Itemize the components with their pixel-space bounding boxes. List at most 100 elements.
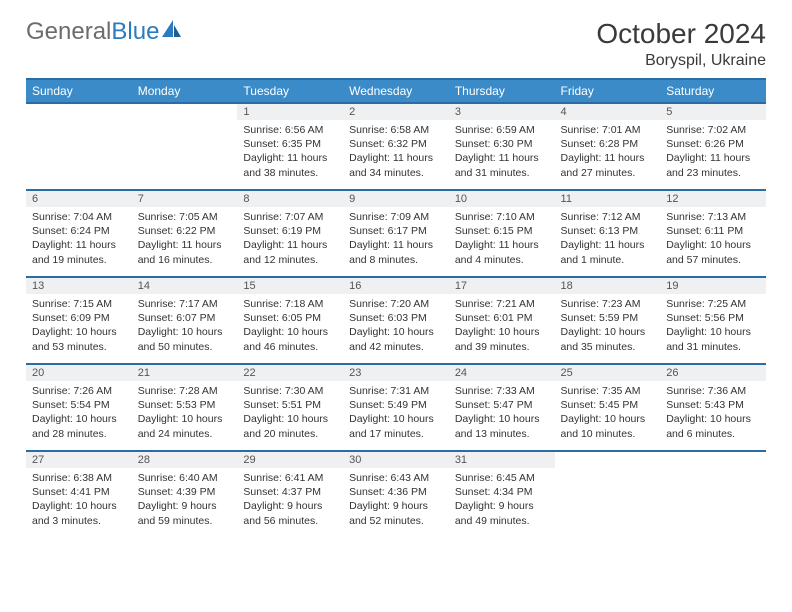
daynum: [132, 103, 238, 120]
dayname-row: SundayMondayTuesdayWednesdayThursdayFrid…: [26, 79, 766, 103]
daylight: Daylight: 11 hours and 1 minute.: [561, 238, 655, 266]
day-cell: Sunrise: 7:01 AMSunset: 6:28 PMDaylight:…: [555, 120, 661, 190]
day-cell: Sunrise: 7:02 AMSunset: 6:26 PMDaylight:…: [660, 120, 766, 190]
day-cell: [132, 120, 238, 190]
sunrise: Sunrise: 6:41 AM: [243, 471, 337, 485]
day-cell: Sunrise: 7:28 AMSunset: 5:53 PMDaylight:…: [132, 381, 238, 451]
daynum: 25: [555, 364, 661, 381]
daylight: Daylight: 10 hours and 57 minutes.: [666, 238, 760, 266]
daynum: 5: [660, 103, 766, 120]
daylight: Daylight: 9 hours and 52 minutes.: [349, 499, 443, 527]
dayname-saturday: Saturday: [660, 79, 766, 103]
daynum: 13: [26, 277, 132, 294]
daylight: Daylight: 10 hours and 3 minutes.: [32, 499, 126, 527]
sunrise: Sunrise: 7:21 AM: [455, 297, 549, 311]
daynum: 4: [555, 103, 661, 120]
sunset: Sunset: 4:36 PM: [349, 485, 443, 499]
day-cell: Sunrise: 7:13 AMSunset: 6:11 PMDaylight:…: [660, 207, 766, 277]
sunset: Sunset: 6:03 PM: [349, 311, 443, 325]
sunset: Sunset: 5:59 PM: [561, 311, 655, 325]
week-2-nums: 13141516171819: [26, 277, 766, 294]
sunrise: Sunrise: 7:36 AM: [666, 384, 760, 398]
day-cell: Sunrise: 7:18 AMSunset: 6:05 PMDaylight:…: [237, 294, 343, 364]
daynum: 14: [132, 277, 238, 294]
daynum: [660, 451, 766, 468]
sunrise: Sunrise: 7:31 AM: [349, 384, 443, 398]
sunrise: Sunrise: 6:59 AM: [455, 123, 549, 137]
daylight: Daylight: 10 hours and 20 minutes.: [243, 412, 337, 440]
daynum: 24: [449, 364, 555, 381]
sunrise: Sunrise: 6:58 AM: [349, 123, 443, 137]
daynum: 12: [660, 190, 766, 207]
sunset: Sunset: 5:43 PM: [666, 398, 760, 412]
daynum: 6: [26, 190, 132, 207]
daylight: Daylight: 10 hours and 10 minutes.: [561, 412, 655, 440]
daynum: [555, 451, 661, 468]
daynum: [26, 103, 132, 120]
daylight: Daylight: 10 hours and 35 minutes.: [561, 325, 655, 353]
daynum: 15: [237, 277, 343, 294]
week-0-nums: 12345: [26, 103, 766, 120]
daylight: Daylight: 10 hours and 13 minutes.: [455, 412, 549, 440]
title-block: October 2024 Boryspil, Ukraine: [596, 18, 766, 70]
sunrise: Sunrise: 7:33 AM: [455, 384, 549, 398]
sunrise: Sunrise: 6:56 AM: [243, 123, 337, 137]
sunrise: Sunrise: 7:13 AM: [666, 210, 760, 224]
dayname-tuesday: Tuesday: [237, 79, 343, 103]
daylight: Daylight: 11 hours and 38 minutes.: [243, 151, 337, 179]
dayname-friday: Friday: [555, 79, 661, 103]
sunset: Sunset: 6:24 PM: [32, 224, 126, 238]
sunset: Sunset: 4:34 PM: [455, 485, 549, 499]
daynum: 18: [555, 277, 661, 294]
daynum: 2: [343, 103, 449, 120]
week-0-content: Sunrise: 6:56 AMSunset: 6:35 PMDaylight:…: [26, 120, 766, 190]
sunrise: Sunrise: 7:26 AM: [32, 384, 126, 398]
daylight: Daylight: 9 hours and 56 minutes.: [243, 499, 337, 527]
daynum: 26: [660, 364, 766, 381]
week-4-nums: 2728293031: [26, 451, 766, 468]
day-cell: [660, 468, 766, 538]
day-cell: Sunrise: 7:12 AMSunset: 6:13 PMDaylight:…: [555, 207, 661, 277]
sunrise: Sunrise: 7:30 AM: [243, 384, 337, 398]
sail-icon: [161, 18, 183, 46]
daynum: 8: [237, 190, 343, 207]
sunset: Sunset: 6:13 PM: [561, 224, 655, 238]
brand-part2: Blue: [111, 18, 159, 46]
day-cell: [26, 120, 132, 190]
daylight: Daylight: 10 hours and 46 minutes.: [243, 325, 337, 353]
daynum: 11: [555, 190, 661, 207]
day-cell: Sunrise: 6:58 AMSunset: 6:32 PMDaylight:…: [343, 120, 449, 190]
location: Boryspil, Ukraine: [596, 52, 766, 70]
daylight: Daylight: 10 hours and 31 minutes.: [666, 325, 760, 353]
day-cell: Sunrise: 7:17 AMSunset: 6:07 PMDaylight:…: [132, 294, 238, 364]
sunrise: Sunrise: 7:18 AM: [243, 297, 337, 311]
daynum: 19: [660, 277, 766, 294]
day-cell: Sunrise: 7:10 AMSunset: 6:15 PMDaylight:…: [449, 207, 555, 277]
day-cell: Sunrise: 6:56 AMSunset: 6:35 PMDaylight:…: [237, 120, 343, 190]
sunrise: Sunrise: 7:02 AM: [666, 123, 760, 137]
sunset: Sunset: 5:45 PM: [561, 398, 655, 412]
day-cell: Sunrise: 6:38 AMSunset: 4:41 PMDaylight:…: [26, 468, 132, 538]
month-title: October 2024: [596, 18, 766, 50]
daylight: Daylight: 10 hours and 28 minutes.: [32, 412, 126, 440]
day-cell: Sunrise: 7:26 AMSunset: 5:54 PMDaylight:…: [26, 381, 132, 451]
sunrise: Sunrise: 6:38 AM: [32, 471, 126, 485]
daylight: Daylight: 9 hours and 49 minutes.: [455, 499, 549, 527]
sunrise: Sunrise: 7:05 AM: [138, 210, 232, 224]
day-cell: Sunrise: 7:09 AMSunset: 6:17 PMDaylight:…: [343, 207, 449, 277]
sunrise: Sunrise: 6:40 AM: [138, 471, 232, 485]
daynum: 27: [26, 451, 132, 468]
day-cell: Sunrise: 7:07 AMSunset: 6:19 PMDaylight:…: [237, 207, 343, 277]
dayname-monday: Monday: [132, 79, 238, 103]
daynum: 31: [449, 451, 555, 468]
daylight: Daylight: 11 hours and 19 minutes.: [32, 238, 126, 266]
brand-part1: General: [26, 18, 111, 46]
sunset: Sunset: 6:32 PM: [349, 137, 443, 151]
week-2-content: Sunrise: 7:15 AMSunset: 6:09 PMDaylight:…: [26, 294, 766, 364]
sunrise: Sunrise: 7:01 AM: [561, 123, 655, 137]
day-cell: Sunrise: 7:36 AMSunset: 5:43 PMDaylight:…: [660, 381, 766, 451]
sunset: Sunset: 6:30 PM: [455, 137, 549, 151]
day-cell: Sunrise: 6:41 AMSunset: 4:37 PMDaylight:…: [237, 468, 343, 538]
sunrise: Sunrise: 7:35 AM: [561, 384, 655, 398]
day-cell: Sunrise: 7:33 AMSunset: 5:47 PMDaylight:…: [449, 381, 555, 451]
